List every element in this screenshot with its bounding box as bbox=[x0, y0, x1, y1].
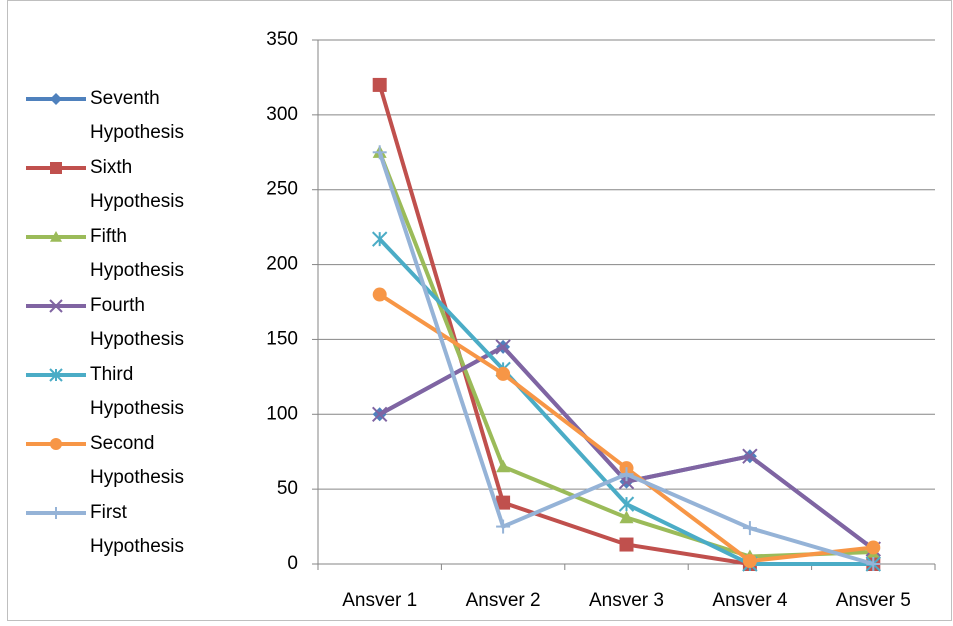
y-tick-label: 250 bbox=[266, 179, 298, 200]
y-tick-label: 0 bbox=[287, 553, 298, 574]
legend-item: Second Hypothesis bbox=[22, 427, 242, 496]
legend-item: Fourth Hypothesis bbox=[22, 289, 242, 358]
marker bbox=[866, 541, 880, 555]
y-tick-label: 100 bbox=[266, 403, 298, 424]
legend-item: Third Hypothesis bbox=[22, 358, 242, 427]
legend-item: First Hypothesis bbox=[22, 496, 242, 565]
legend-label: Third Hypothesis bbox=[90, 358, 212, 426]
marker bbox=[50, 507, 62, 519]
marker bbox=[496, 367, 510, 381]
marker bbox=[373, 232, 387, 246]
legend-swatch bbox=[22, 82, 90, 116]
legend-label: First Hypothesis bbox=[90, 496, 212, 564]
legend-label: Second Hypothesis bbox=[90, 427, 212, 495]
legend-swatch bbox=[22, 151, 90, 185]
legend-item: Fifth Hypothesis bbox=[22, 220, 242, 289]
marker bbox=[743, 521, 757, 535]
chart: 0 50 100 150 200 250 300 350 Ansver 1 Ansver 2 Ans… bbox=[0, 0, 953, 626]
marker bbox=[496, 520, 510, 534]
legend-swatch bbox=[22, 496, 90, 530]
x-tick-label: Ansver 3 bbox=[589, 590, 664, 611]
marker bbox=[50, 93, 62, 105]
series-line bbox=[380, 152, 874, 556]
x-tick-label: Ansver 5 bbox=[836, 590, 911, 611]
marker bbox=[620, 497, 634, 511]
legend-label: Fourth Hypothesis bbox=[90, 289, 212, 357]
y-tick-label: 200 bbox=[266, 254, 298, 275]
y-tick-label: 150 bbox=[266, 328, 298, 349]
marker bbox=[373, 288, 387, 302]
marker bbox=[743, 554, 757, 568]
marker bbox=[50, 438, 62, 450]
legend-label: Seventh Hypothesis bbox=[90, 82, 212, 150]
legend-swatch bbox=[22, 220, 90, 254]
x-tick-label: Ansver 1 bbox=[342, 590, 417, 611]
marker bbox=[496, 460, 510, 473]
legend-swatch bbox=[22, 289, 90, 323]
legend-label: Fifth Hypothesis bbox=[90, 220, 212, 288]
x-tick-label: Ansver 4 bbox=[712, 590, 787, 611]
legend-item: Seventh Hypothesis bbox=[22, 82, 242, 151]
y-tick-label: 50 bbox=[277, 478, 298, 499]
legend-swatch bbox=[22, 358, 90, 392]
legend-label: Sixth Hypothesis bbox=[90, 151, 212, 219]
legend-swatch bbox=[22, 427, 90, 461]
y-tick-label: 300 bbox=[266, 104, 298, 125]
marker bbox=[373, 78, 387, 92]
y-tick-label: 350 bbox=[266, 29, 298, 50]
marker bbox=[620, 538, 634, 552]
marker bbox=[50, 162, 62, 174]
x-tick-label: Ansver 2 bbox=[466, 590, 541, 611]
legend-item: Sixth Hypothesis bbox=[22, 151, 242, 220]
